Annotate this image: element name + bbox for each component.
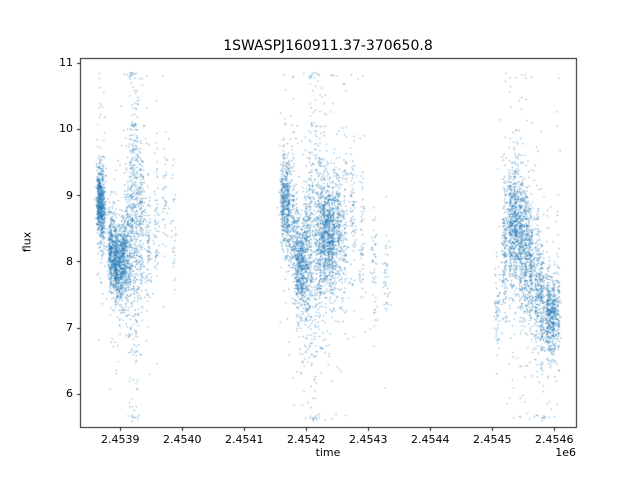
x-tick-label: 2.4542 xyxy=(287,433,326,446)
x-tick-label: 2.4543 xyxy=(349,433,388,446)
chart-title: 1SWASPJ160911.37-370650.8 xyxy=(223,38,433,54)
y-tick-label: 7 xyxy=(66,321,73,335)
y-axis-label-text: flux xyxy=(20,231,34,253)
x-axis-label: time xyxy=(315,446,341,459)
x-tick-label: 2.4546 xyxy=(535,433,574,446)
y-tick-label: 9 xyxy=(66,188,73,202)
y-tick-label: 8 xyxy=(66,254,73,268)
x-tick-label: 2.4541 xyxy=(225,433,264,446)
y-tick-label: 11 xyxy=(59,56,73,70)
y-tick-label: 10 xyxy=(59,122,73,136)
x-tick-label: 2.4545 xyxy=(473,433,512,446)
y-tick-label: 6 xyxy=(66,387,73,401)
x-tick-label: 2.4539 xyxy=(101,433,140,446)
x-axis-offset-label: 1e6 xyxy=(555,446,576,459)
x-tick-label: 2.4540 xyxy=(163,433,202,446)
x-tick-label: 2.4544 xyxy=(411,433,450,446)
